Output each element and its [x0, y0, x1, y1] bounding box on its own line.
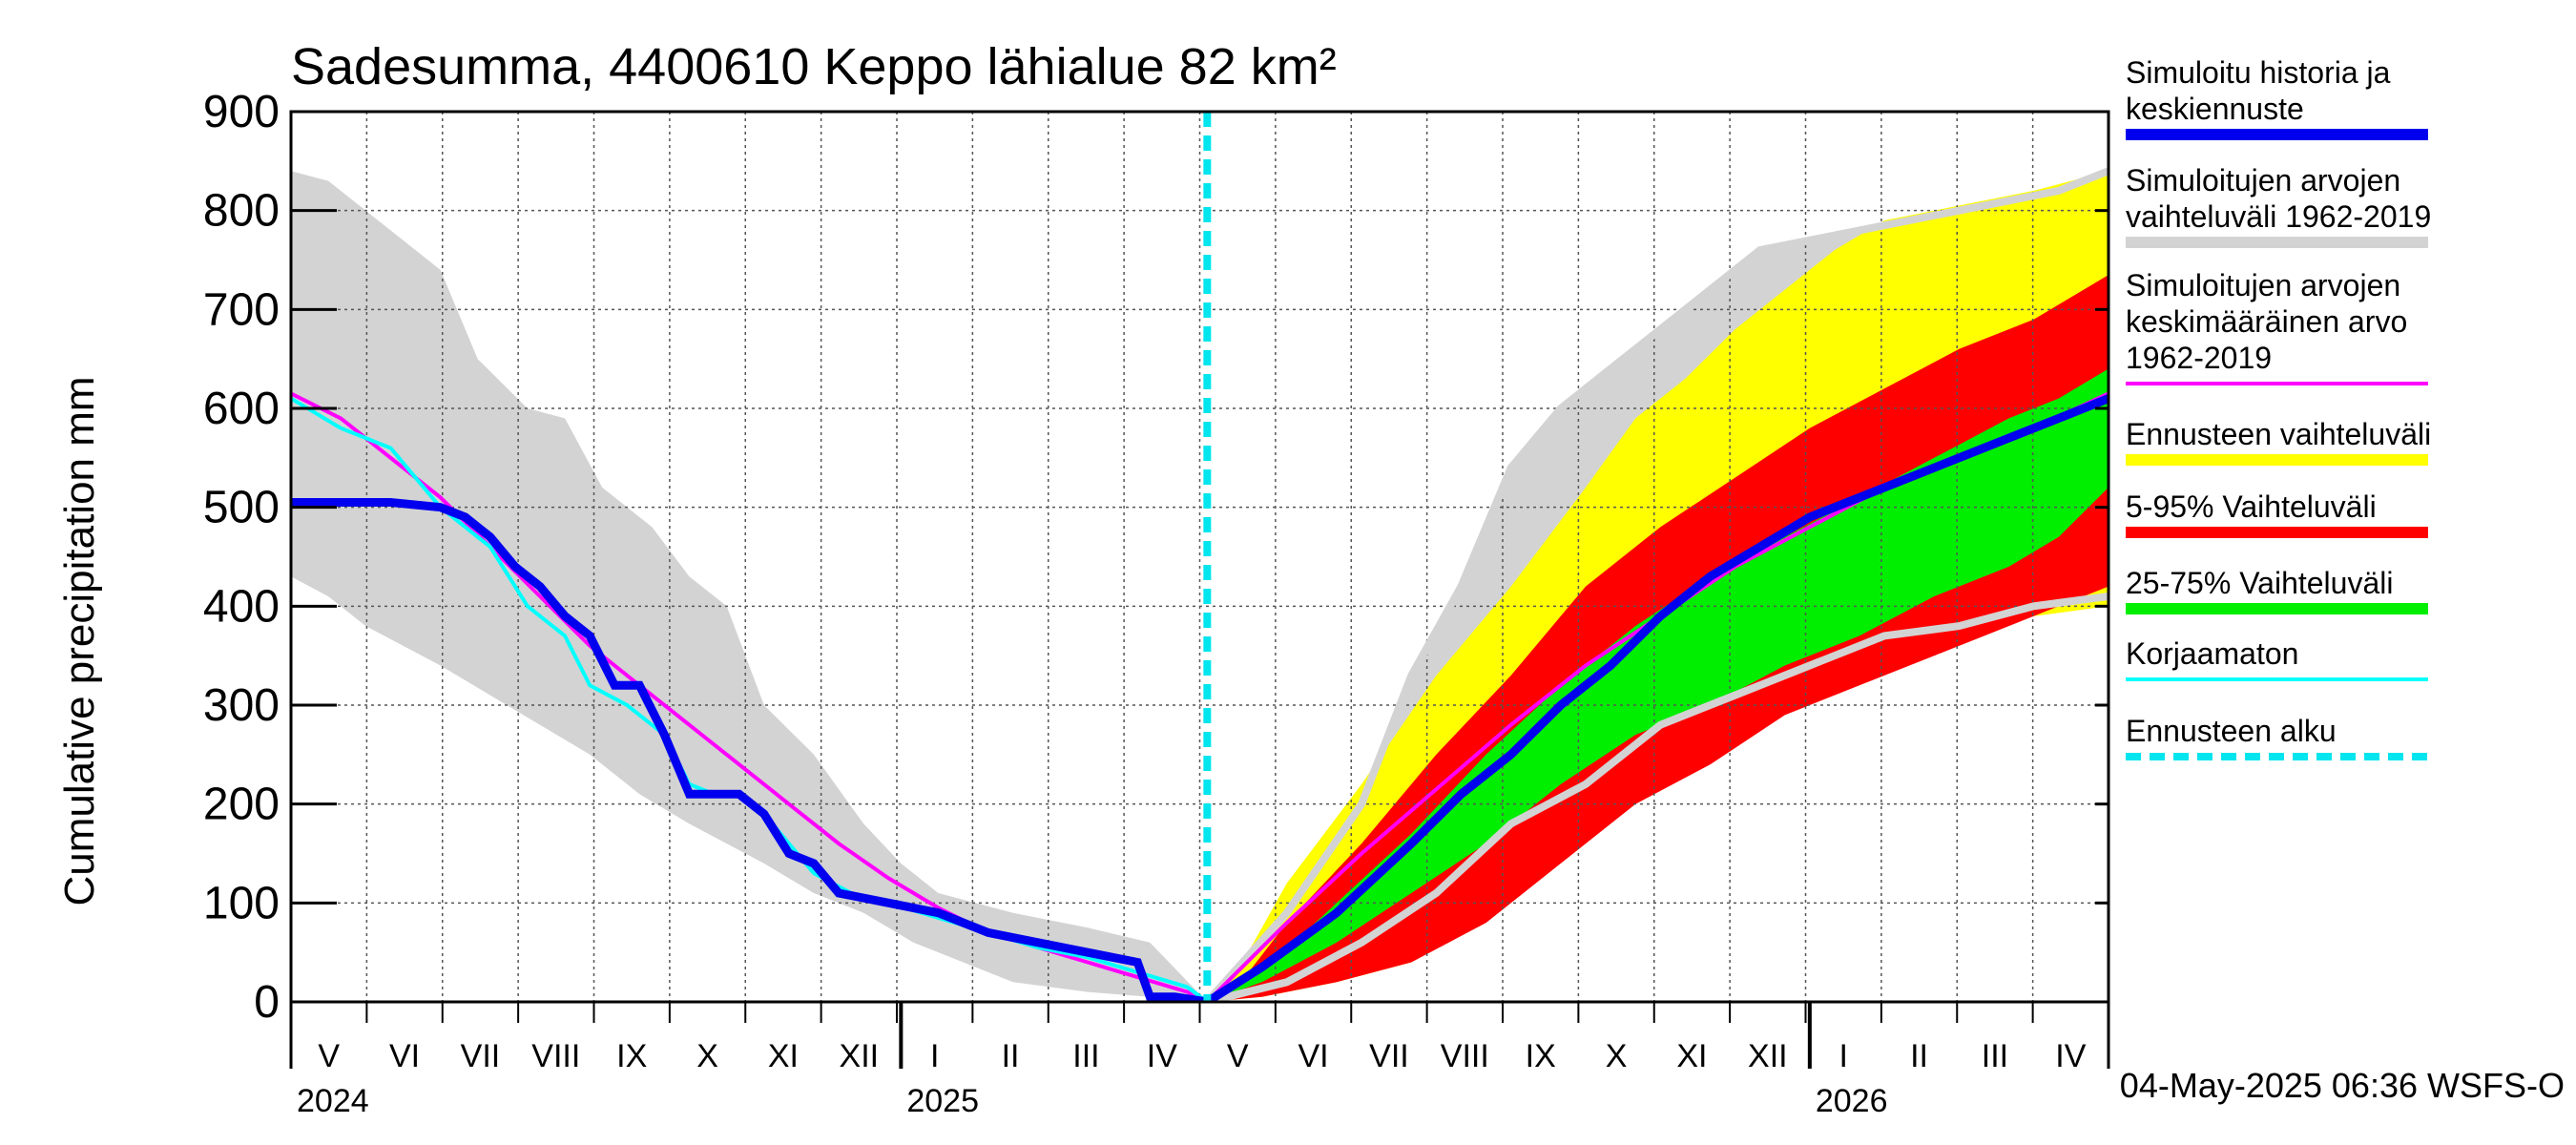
mean-line [291, 391, 2109, 1002]
x-month-label: II [1910, 1038, 1928, 1074]
y-tick-label: 200 [203, 780, 280, 830]
x-month-label: X [696, 1038, 718, 1074]
legend-label: Simuloitujen arvojen [2126, 163, 2400, 198]
x-month-label: IX [616, 1038, 647, 1074]
y-tick-label: 300 [203, 680, 280, 731]
median-forecast-line [1204, 394, 2109, 1002]
y-tick-label: 0 [254, 977, 280, 1028]
historical-upper-line [1204, 167, 2109, 1002]
legend-label: Ennusteen vaihteluväli [2126, 417, 2431, 451]
x-month-label: VII [1369, 1038, 1409, 1074]
y-tick-label: 600 [203, 384, 280, 434]
p25-p75-band [1207, 368, 2109, 1002]
y-tick-label: 100 [203, 878, 280, 928]
x-month-label: I [930, 1038, 939, 1074]
legend-label: 1962-2019 [2126, 341, 2272, 375]
timestamp: 04-May-2025 06:36 WSFS-O [2120, 1066, 2565, 1105]
legend-label: Korjaamaton [2126, 636, 2298, 671]
y-tick-label: 800 [203, 186, 280, 237]
plot-area [291, 112, 2109, 1002]
historical-range-band [291, 171, 1208, 1002]
x-year-label: 2026 [1816, 1083, 1888, 1119]
x-month-label: I [1839, 1038, 1847, 1074]
chart-title: Sadesumma, 4400610 Keppo lähialue 82 km² [291, 38, 1337, 95]
y-tick-label: 500 [203, 483, 280, 533]
x-month-label: XI [768, 1038, 799, 1074]
x-month-label: XII [1748, 1038, 1788, 1074]
x-axis: V VI VII VIII IX X XI XII I II III IV V VI VII VIII IX X X… [289, 1002, 2110, 1119]
x-month-label: II [1002, 1038, 1020, 1074]
x-month-label: VIII [531, 1038, 580, 1074]
x-month-label: V [318, 1038, 340, 1074]
legend-label: Simuloitujen arvojen [2126, 268, 2400, 302]
legend-label: Ennusteen alku [2126, 714, 2337, 748]
x-month-label: X [1606, 1038, 1628, 1074]
simulated-line [291, 498, 1208, 1002]
x-month-label: XI [1676, 1038, 1707, 1074]
x-month-label: IX [1526, 1038, 1556, 1074]
x-year-label: 2025 [906, 1083, 979, 1119]
legend-label: vaihteluväli 1962-2019 [2126, 199, 2431, 234]
legend-label: keskimääräinen arvo [2126, 304, 2407, 339]
legend-label: Simuloitu historia ja [2126, 55, 2391, 90]
legend-label: 5-95% Vaihteluväli [2126, 489, 2377, 524]
x-month-label: III [1982, 1038, 2008, 1074]
x-month-label: XII [840, 1038, 880, 1074]
x-month-label: V [1227, 1038, 1249, 1074]
y-axis-label: Cumulative precipitation mm [56, 376, 103, 906]
legend-label: keskiennuste [2126, 92, 2304, 126]
line-layer [291, 112, 2109, 1002]
x-month-label: IV [1147, 1038, 1177, 1074]
x-month-label: VI [389, 1038, 420, 1074]
grid-layer [291, 112, 2109, 1002]
y-tick-label: 400 [203, 581, 280, 632]
x-year-label: 2024 [297, 1083, 369, 1119]
historical-lower-line [1206, 593, 2109, 1002]
x-month-label: VI [1298, 1038, 1329, 1074]
y-tick-label: 700 [203, 284, 280, 335]
x-month-label: VIII [1441, 1038, 1489, 1074]
x-month-label: IV [2055, 1038, 2086, 1074]
y-tick-label: 900 [203, 87, 280, 137]
legend-label: 25-75% Vaihteluväli [2126, 566, 2393, 600]
x-month-label: VII [461, 1038, 501, 1074]
x-month-label: III [1072, 1038, 1099, 1074]
